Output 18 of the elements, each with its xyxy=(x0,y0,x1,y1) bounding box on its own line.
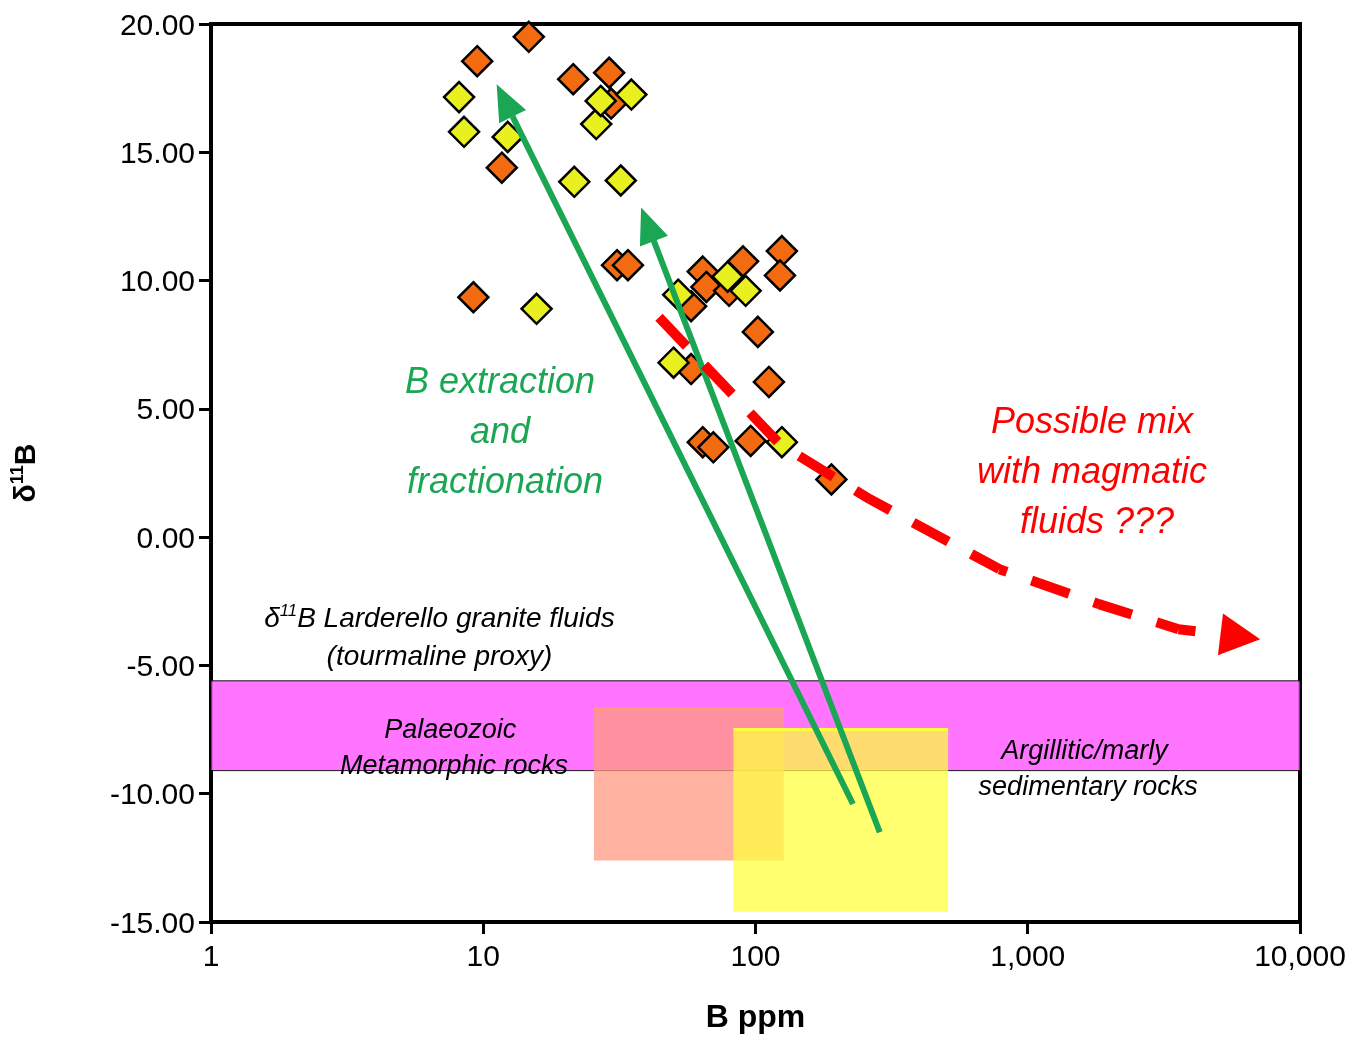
annotation: B extraction and fractionation xyxy=(404,359,606,501)
x-tick-label: 10 xyxy=(466,938,500,972)
x-tick-label: 1,000 xyxy=(990,938,1066,972)
x-axis-title: B ppm xyxy=(705,998,806,1034)
annotation: Possible mix with magmatic fluids ??? xyxy=(976,399,1218,541)
x-tick-label: 100 xyxy=(730,938,781,972)
y-tick-label: -5.00 xyxy=(126,648,195,682)
x-tick-label: 10,000 xyxy=(1254,938,1346,972)
y-tick-label: -10.00 xyxy=(109,777,195,811)
series-label: Argillitic/marly sedimentary rocks xyxy=(978,734,1198,801)
y-tick-label: 15.00 xyxy=(119,135,195,169)
y-tick-label: -15.00 xyxy=(109,905,195,939)
y-tick-label: 10.00 xyxy=(119,264,195,298)
y-tick-label: 0.00 xyxy=(136,520,195,554)
x-tick-label: 1 xyxy=(202,938,220,972)
y-tick-label: 5.00 xyxy=(136,392,195,426)
y-tick-label: 20.00 xyxy=(119,7,195,41)
y-axis-title: δ11B xyxy=(7,443,41,503)
